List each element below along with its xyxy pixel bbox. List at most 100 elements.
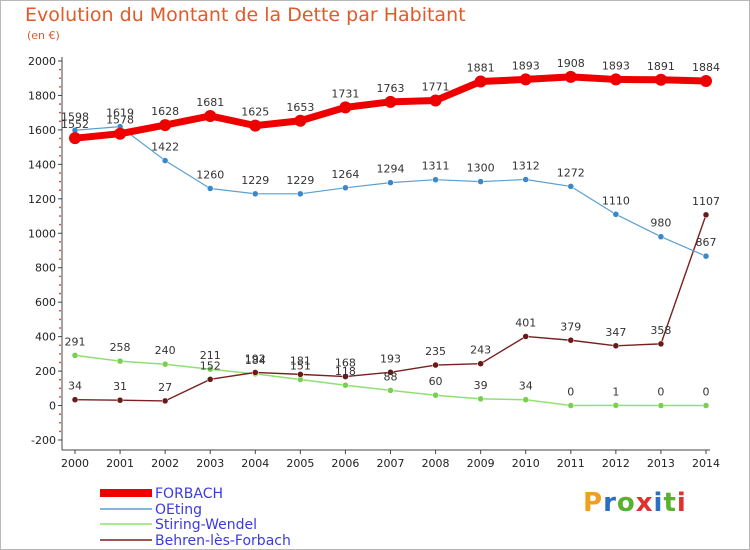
proxiti-logo: Proxiti [583, 488, 687, 518]
data-point-forbach [294, 114, 307, 127]
y-minor-tick [59, 206, 61, 209]
data-point-oeting [567, 183, 575, 190]
y-minor-tick [59, 413, 61, 416]
data-label-behren-l-s-forbach: 152 [200, 359, 221, 372]
x-tick-label: 2013 [647, 457, 675, 470]
x-tick-label: 2011 [557, 457, 585, 470]
chart-axes: -200020040060080010001200140016001800200… [28, 55, 720, 470]
data-point-stiring-wendel [161, 360, 169, 368]
y-tick-label: 1200 [28, 193, 56, 206]
y-minor-tick [59, 172, 61, 174]
series-oeting [71, 123, 710, 260]
data-point-stiring-wendel [522, 396, 529, 403]
data-point-forbach [114, 127, 127, 140]
data-label-behren-l-s-forbach: 347 [605, 326, 626, 339]
x-tick-label: 2004 [241, 457, 269, 470]
data-label-stiring-wendel: 34 [519, 380, 533, 393]
data-label-oeting: 867 [696, 236, 717, 249]
data-label-forbach: 1771 [422, 80, 450, 93]
y-minor-tick [59, 223, 61, 226]
y-minor-tick [59, 275, 61, 278]
data-label-stiring-wendel: 88 [384, 370, 398, 383]
data-label-stiring-wendel: 258 [110, 341, 131, 354]
data-label-oeting: 1619 [106, 107, 134, 120]
data-label-forbach: 1884 [692, 61, 720, 74]
y-minor-tick [59, 284, 61, 286]
logo-letter: i [653, 488, 664, 518]
data-label-oeting: 1311 [422, 160, 450, 173]
data-point-forbach [204, 109, 217, 122]
data-label-behren-l-s-forbach: 168 [335, 357, 356, 370]
data-point-stiring-wendel [206, 365, 214, 373]
data-label-behren-l-s-forbach: 192 [245, 352, 266, 365]
data-label-stiring-wendel: 184 [245, 354, 266, 367]
y-minor-tick [59, 361, 61, 364]
y-minor-tick [59, 258, 61, 261]
logo-letter: o [616, 488, 636, 518]
data-point-forbach [384, 95, 397, 108]
data-point-forbach [700, 74, 712, 87]
x-tick-label: 2012 [602, 457, 630, 470]
data-label-stiring-wendel: 0 [567, 386, 574, 399]
data-point-behren-l-s-forbach [116, 396, 124, 404]
data-point-oeting [432, 176, 439, 183]
y-minor-tick [59, 318, 61, 321]
y-minor-tick [59, 309, 61, 312]
data-label-oeting: 1229 [241, 174, 269, 187]
data-point-oeting [297, 190, 304, 198]
x-tick-label: 2006 [331, 457, 359, 470]
y-tick-label: 1400 [28, 158, 56, 171]
data-point-behren-l-s-forbach [657, 340, 665, 348]
data-label-forbach: 1628 [151, 105, 179, 118]
x-tick-label: 2005 [286, 457, 314, 470]
data-label-oeting: 980 [650, 217, 671, 230]
data-label-behren-l-s-forbach: 31 [113, 380, 127, 393]
x-tick-label: 2000 [61, 457, 89, 470]
y-minor-tick [59, 421, 61, 424]
x-tick-label: 2007 [377, 457, 405, 470]
data-point-behren-l-s-forbach [612, 342, 620, 350]
data-point-behren-l-s-forbach [387, 369, 394, 376]
data-label-behren-l-s-forbach: 181 [290, 354, 311, 367]
data-point-stiring-wendel [116, 357, 124, 365]
data-point-oeting [206, 185, 214, 192]
data-point-behren-l-s-forbach [477, 360, 484, 367]
legend-label-behren-l-s-forbach: Behren-lès-Forbach [155, 533, 291, 549]
data-label-forbach: 1891 [647, 60, 675, 73]
data-label-behren-l-s-forbach: 379 [560, 320, 581, 333]
data-label-behren-l-s-forbach: 1107 [692, 195, 720, 208]
y-minor-tick [59, 77, 61, 80]
logo-letter: t [663, 488, 677, 518]
data-label-oeting: 1110 [602, 194, 630, 207]
data-label-forbach: 1552 [61, 118, 89, 131]
data-point-behren-l-s-forbach [206, 376, 214, 383]
y-tick-label: 400 [35, 331, 56, 344]
data-label-stiring-wendel: 151 [290, 360, 311, 373]
chart-legend: FORBACHOEtingStiring-WendelBehren-lès-Fo… [100, 486, 291, 549]
y-minor-tick [59, 85, 61, 88]
y-minor-tick [59, 352, 61, 355]
series-forbach [69, 70, 712, 145]
data-label-behren-l-s-forbach: 243 [470, 344, 491, 357]
x-tick-label: 2001 [106, 457, 134, 470]
data-point-forbach [519, 73, 532, 86]
data-label-behren-l-s-forbach: 27 [158, 381, 172, 394]
data-point-behren-l-s-forbach [71, 396, 79, 403]
data-label-forbach: 1908 [557, 57, 585, 70]
data-label-stiring-wendel: 39 [474, 379, 488, 392]
data-label-behren-l-s-forbach: 401 [515, 316, 536, 329]
y-tick-label: 1000 [28, 227, 56, 240]
y-tick-label: 1600 [28, 124, 56, 137]
data-label-stiring-wendel: 0 [703, 386, 710, 399]
y-tick-label: 1800 [28, 89, 56, 102]
y-minor-tick [59, 68, 61, 71]
chart-title: Evolution du Montant de la Dette par Hab… [25, 4, 466, 26]
data-label-oeting: 1229 [286, 174, 314, 187]
data-point-stiring-wendel [342, 381, 349, 389]
data-point-oeting [612, 211, 620, 218]
data-label-stiring-wendel: 1 [612, 385, 619, 398]
y-tick-label: 200 [35, 365, 56, 378]
y-tick-label: 2000 [28, 55, 56, 68]
y-tick-label: 800 [35, 262, 56, 275]
y-minor-tick [59, 240, 61, 243]
